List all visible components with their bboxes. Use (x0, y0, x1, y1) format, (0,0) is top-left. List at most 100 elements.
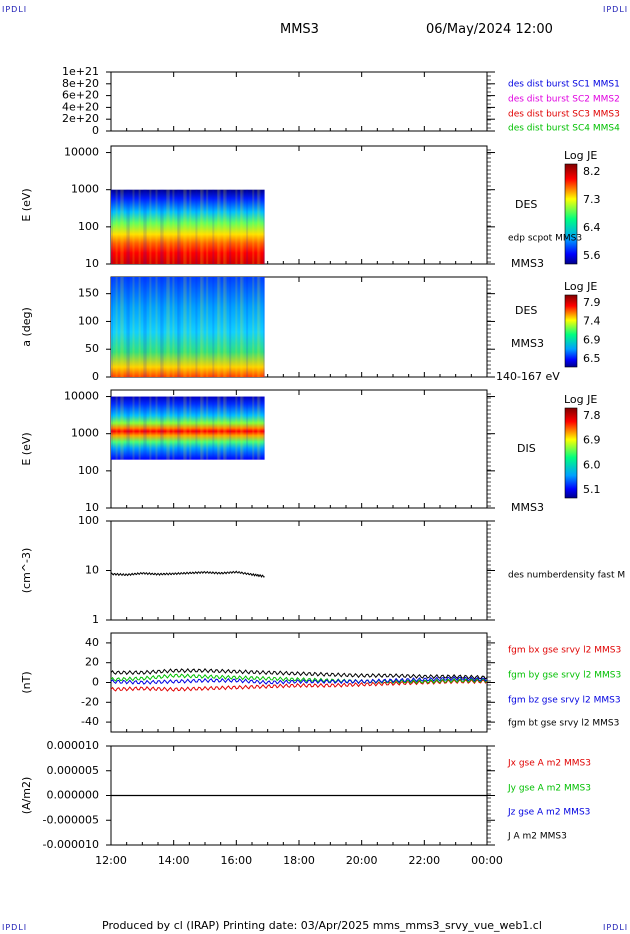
panel3-streak (212, 277, 215, 377)
panel1-ytick-label: 0 (92, 124, 99, 137)
panel4-streak (223, 396, 226, 460)
panel3-streak (144, 277, 147, 377)
panel3-streak (138, 277, 141, 377)
x-tick-label: 14:00 (158, 854, 190, 867)
panel7-ytick-label: 0.000000 (47, 789, 100, 802)
panel3-streak (218, 277, 221, 377)
panel1-ytick-label: 1e+21 (62, 65, 99, 78)
panel6-frame (110, 632, 488, 733)
panel4-streak (212, 396, 215, 460)
panel4-streak (177, 396, 180, 460)
panel4-streak (246, 396, 249, 460)
panel4-ylabel: E (eV) (20, 432, 33, 465)
panel4-streak (121, 396, 124, 460)
panel4-streak (144, 396, 147, 460)
panel3-streak (121, 277, 124, 377)
panel3-streak (239, 277, 242, 377)
panel5-series-des-numberdensity-fast-M (110, 570, 265, 578)
panel3-streak (111, 277, 113, 377)
panel2-streak (115, 189, 118, 264)
panel5-legend-entry: des numberdensity fast M (508, 571, 625, 581)
panel5-ylabel: (cm^-3) (20, 548, 33, 594)
panel3-colorbar-tick: 6.5 (583, 352, 601, 365)
panel1-legend-entry: des dist burst SC1 MMS1 (508, 80, 620, 90)
panel4-streak (126, 396, 129, 460)
panel4-streak (200, 396, 203, 460)
panel3-streak (167, 277, 170, 377)
panel6-legend-entry: fgm bx gse srvy l2 MMS3 (508, 646, 621, 656)
panel2-streak (246, 189, 249, 264)
panel3-streak (183, 277, 186, 377)
panel2-streak (184, 189, 187, 264)
panel3-streak (172, 277, 175, 377)
panel3-streak (184, 277, 187, 377)
panel4-streak (252, 396, 255, 460)
panel4-streak (216, 396, 219, 460)
panel4-ytick-label: 100 (78, 464, 99, 477)
panel4-colorbar-tick: 6.9 (583, 434, 601, 447)
corner-label-top-right: IPDLI (603, 5, 629, 14)
panel6-series-fgm-bt-gse-srvy-l2-MMS3 (110, 667, 488, 680)
panel1-frame (110, 71, 488, 132)
panel4-streak (120, 396, 123, 460)
corner-label-top-left: IPDLI (2, 5, 28, 14)
panel2-streak (262, 189, 265, 264)
panel2-colorbar (564, 163, 578, 265)
panel2-colorbar-tick: 5.6 (583, 249, 601, 262)
panel4-streak (127, 396, 130, 460)
panel3-streak (229, 277, 232, 377)
panel3-ytick-label: 150 (78, 287, 99, 300)
panel2-streak (121, 189, 124, 264)
panel3-streak (200, 277, 203, 377)
panel3-streak (262, 277, 265, 377)
panel2-streak (132, 189, 135, 264)
panel3-streak (246, 277, 249, 377)
panel4-streak (138, 396, 141, 460)
panel4-streak (189, 396, 192, 460)
panel4-colorbar-tick: 5.1 (583, 483, 601, 496)
panel1-ytick-label: 4e+20 (62, 100, 99, 113)
panel4-colorbar-title: Log JE (564, 393, 597, 406)
panel2-streak (201, 189, 204, 264)
x-tick-label: 16:00 (220, 854, 252, 867)
panel4-streak (235, 396, 238, 460)
panel6-ytick-label: 0 (92, 676, 99, 689)
panel3-streak (127, 277, 130, 377)
panel3-colorbar-tick: 6.9 (583, 333, 601, 346)
panel2-streak (127, 189, 130, 264)
panel4-streak (241, 396, 244, 460)
panel4-streak (161, 396, 164, 460)
panel5-frame (110, 520, 488, 621)
panel3-streak (160, 277, 163, 377)
panel6-ytick-label: 40 (85, 636, 99, 649)
x-tick-label: 18:00 (283, 854, 315, 867)
panel3-streak (120, 277, 123, 377)
panel4-streak (167, 396, 170, 460)
panel1-ytick-label: 2e+20 (62, 112, 99, 125)
panel4-streak (160, 396, 163, 460)
panel2-colorbar-tick: 8.2 (583, 165, 601, 178)
panel4-streak (262, 396, 265, 460)
panel4-label: DIS (517, 442, 536, 455)
panel2-colorbar-tick: 7.3 (583, 193, 601, 206)
panel2-streak (126, 189, 129, 264)
panel7-ytick-label: 0.000005 (47, 764, 100, 777)
panel2-ytick-label: 10 (85, 257, 99, 270)
panel2-streak (195, 189, 198, 264)
x-tick-label: 22:00 (408, 854, 440, 867)
panel2-ytick-label: 10000 (64, 146, 99, 159)
panel6-legend-entry: fgm bz gse srvy l2 MMS3 (508, 696, 621, 706)
panel4-ytick-label: 10 (85, 501, 99, 514)
panel4-label: MMS3 (511, 501, 544, 514)
panel3-ytick-label: 50 (85, 342, 99, 355)
panel6-ytick-label: -40 (81, 715, 99, 728)
panel2-label: MMS3 (511, 257, 544, 270)
panel3-streak (201, 277, 204, 377)
panel1-legend-entry: des dist burst SC3 MMS3 (508, 110, 620, 120)
panel2-colorbar-tick: 6.4 (583, 221, 601, 234)
panel3-heatmap (111, 277, 265, 377)
panel4-streak (132, 396, 135, 460)
panel2-streak (143, 189, 146, 264)
panel3-streak (206, 277, 209, 377)
panel3-streak (149, 277, 152, 377)
